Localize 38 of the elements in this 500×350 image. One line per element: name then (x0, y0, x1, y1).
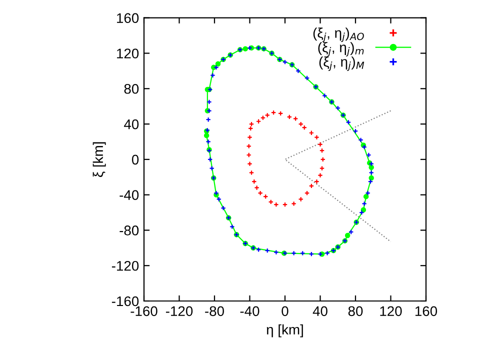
point (319, 166, 325, 171)
x-tick-label: -80 (205, 306, 224, 316)
point (247, 161, 252, 166)
x-tick-label: 80 (348, 306, 363, 316)
legend-label: (ξ$_{j}$, η$_{j}$)$_{m}$ (318, 42, 364, 56)
y-tick-label: -40 (120, 190, 139, 200)
point (363, 194, 369, 200)
point (298, 196, 304, 202)
legend-label: (ξ$_{j}$, η$_{j}$)$_{AO}$ (313, 28, 364, 42)
y-tick-label: -160 (112, 296, 139, 306)
x-tick-label: -40 (240, 306, 260, 316)
y-tick-label: 0 (132, 154, 139, 165)
x-tick-label: -120 (166, 306, 193, 316)
x-axis-title: η [km] (266, 324, 303, 338)
y-tick-label: 80 (124, 84, 139, 94)
x-tick-label: 120 (380, 306, 402, 316)
legend-label: (ξ$_{j}$, η$_{j}$)$_{M}$ (319, 56, 364, 71)
point (248, 170, 254, 176)
y-tick-label: 40 (124, 119, 139, 130)
point (318, 172, 323, 178)
point (344, 232, 350, 238)
x-tick-label: 0 (282, 306, 288, 316)
x-tick-label: -160 (130, 306, 158, 316)
point (368, 175, 374, 181)
point (242, 46, 248, 52)
point (314, 134, 320, 140)
y-axis-title: ξ [km] (92, 142, 106, 177)
point (254, 185, 260, 190)
y-tick-label: 120 (117, 48, 139, 58)
point (368, 164, 374, 170)
point (247, 134, 252, 140)
y-tick-label: 160 (117, 13, 139, 24)
x-tick-label: 40 (312, 306, 328, 316)
point (215, 61, 221, 66)
x-tick-label: 160 (415, 306, 438, 316)
point (204, 132, 210, 138)
y-tick-label: -80 (120, 226, 139, 236)
y-tick-label: -120 (112, 260, 139, 271)
